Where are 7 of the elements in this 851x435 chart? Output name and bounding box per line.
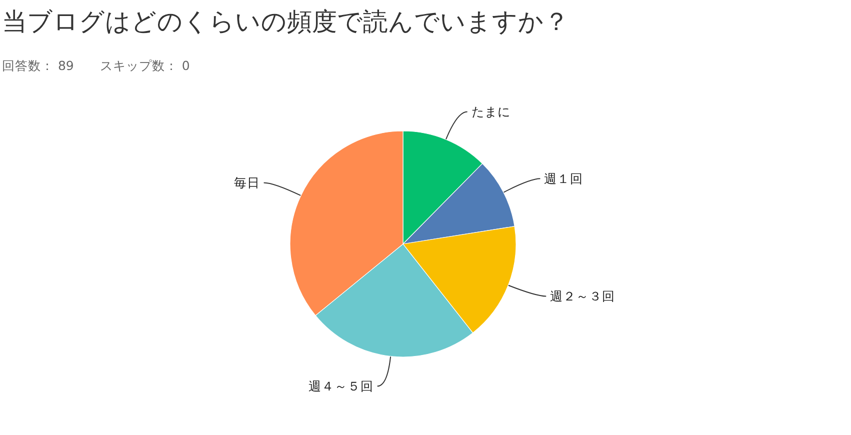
slice-label: たまに	[471, 104, 510, 120]
slice-label: 週１回	[544, 171, 584, 186]
slice-label: 毎日	[234, 175, 260, 190]
chart-title: 当ブログはどのくらいの頻度で読んでいますか？	[2, 7, 569, 36]
slice-label: 週４～５回	[308, 378, 374, 394]
text: 回答数： 89 スキップ数： 0	[2, 58, 190, 73]
slice-label: 週２～３回	[550, 288, 616, 304]
